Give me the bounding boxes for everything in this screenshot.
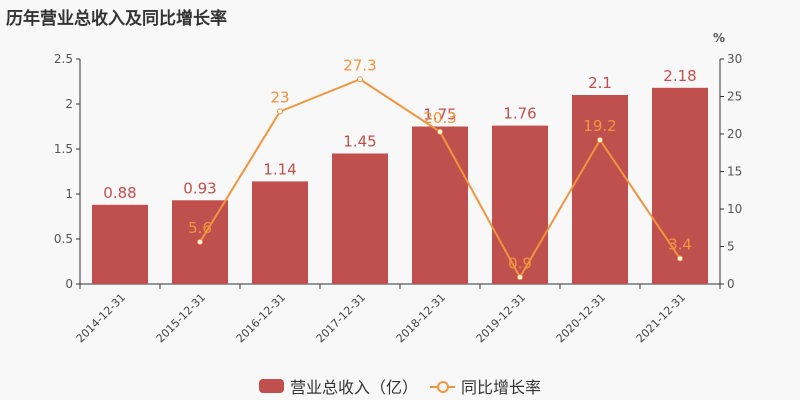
legend-item-revenue[interactable]: 营业总收入（亿） [258, 374, 418, 398]
legend: 营业总收入（亿） 同比增长率 [0, 374, 800, 398]
x-axis-label: 2021-12-31 [634, 291, 688, 345]
x-axis-label: 2014-12-31 [74, 291, 128, 345]
right-axis-tick: 15 [727, 165, 742, 179]
left-axis-tick: 1.5 [54, 142, 73, 156]
revenue-bar[interactable] [412, 126, 468, 285]
right-axis-tick: 20 [727, 127, 742, 141]
growth-point[interactable] [677, 255, 683, 262]
line-value-label: 0.9 [508, 254, 532, 272]
x-axis-label: 2016-12-31 [234, 291, 288, 345]
bar-value-label: 1.14 [263, 160, 296, 178]
growth-point[interactable] [277, 108, 283, 115]
line-value-label: 27.3 [343, 56, 376, 74]
growth-point[interactable] [517, 274, 523, 281]
right-axis-tick: 5 [727, 240, 735, 254]
x-axis-label: 2018-12-31 [394, 291, 448, 345]
bar-swatch-icon [258, 379, 284, 393]
legend-label-growth: 同比增长率 [461, 378, 542, 397]
left-axis-tick: 0 [65, 277, 73, 291]
bar-value-label: 1.45 [343, 133, 376, 151]
x-axis-label: 2017-12-31 [314, 291, 368, 345]
line-marker-icon [430, 379, 455, 393]
legend-label-revenue: 营业总收入（亿） [289, 378, 418, 397]
right-axis-tick: 10 [727, 202, 742, 216]
right-axis-tick: 0 [727, 277, 735, 291]
line-value-label: 20.3 [423, 109, 456, 127]
left-axis-tick: 2.5 [54, 52, 73, 66]
bar-value-label: 2.1 [588, 74, 612, 92]
legend-item-growth[interactable]: 同比增长率 [430, 374, 541, 398]
left-axis-tick: 2 [65, 97, 73, 111]
left-axis-tick: 0.5 [54, 232, 73, 246]
right-axis-tick: 25 [727, 90, 742, 104]
revenue-bar[interactable] [652, 87, 708, 284]
x-axis-label: 2015-12-31 [154, 291, 208, 345]
bar-value-label: 1.76 [503, 105, 536, 123]
revenue-bar[interactable] [252, 181, 308, 284]
growth-point[interactable] [597, 137, 603, 143]
left-axis-tick: 1 [65, 187, 73, 201]
right-axis-unit: % [713, 31, 725, 45]
x-axis-label: 2020-12-31 [554, 291, 608, 345]
right-axis-tick: 30 [727, 52, 742, 66]
line-value-label: 23 [270, 89, 289, 107]
line-value-label: 19.2 [583, 117, 616, 135]
chart-title: 历年营业总收入及同比增长率 [6, 9, 227, 29]
bar-value-label: 0.93 [183, 179, 216, 197]
line-value-label: 3.4 [668, 236, 692, 254]
growth-point[interactable] [437, 128, 443, 135]
revenue-bar[interactable] [492, 125, 548, 284]
revenue-bar[interactable] [332, 153, 388, 285]
x-axis-label: 2019-12-31 [474, 291, 528, 345]
growth-point[interactable] [357, 76, 363, 83]
revenue-bar[interactable] [572, 95, 628, 284]
bar-value-label: 0.88 [103, 184, 136, 202]
growth-point[interactable] [197, 239, 203, 245]
line-value-label: 5.6 [188, 219, 212, 237]
bar-value-label: 2.18 [663, 67, 696, 85]
revenue-bar[interactable] [92, 204, 148, 284]
bar-value-label: 1.75 [423, 106, 456, 124]
